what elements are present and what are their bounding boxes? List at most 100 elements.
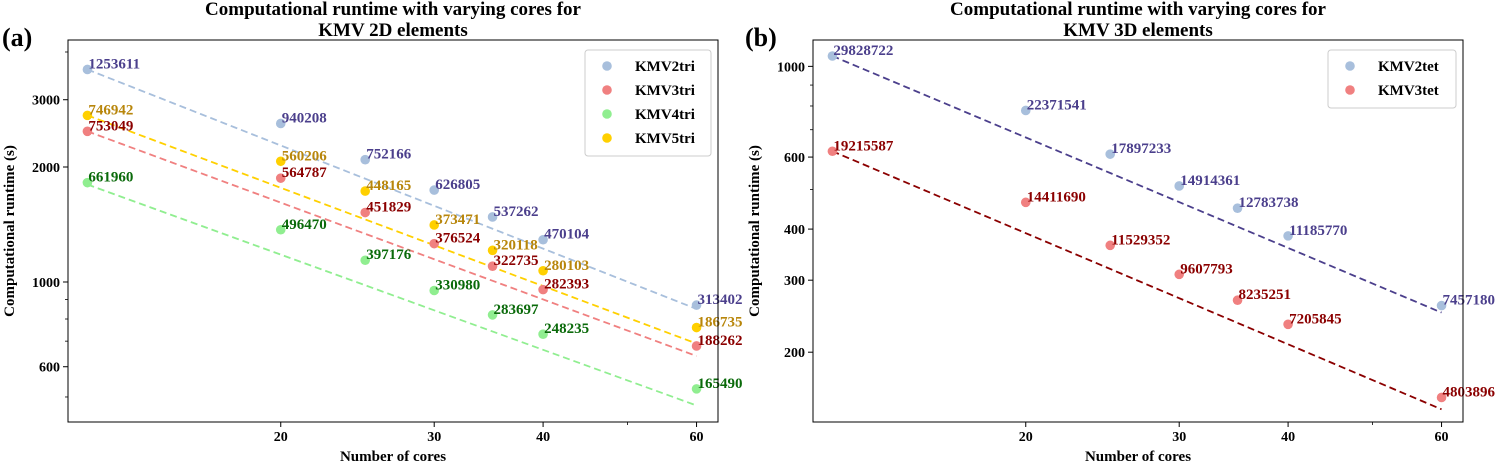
x-tick-label: 40 [1281, 430, 1295, 445]
panel-label: (b) [745, 23, 777, 52]
data-label: 537262 [494, 204, 539, 220]
data-label: 11185770 [1289, 223, 1347, 239]
data-label: 19215587 [833, 138, 894, 154]
data-point [82, 110, 93, 121]
data-label: 7205845 [1289, 311, 1342, 327]
data-point [360, 154, 371, 165]
data-label: 376524 [435, 231, 481, 247]
data-point [538, 329, 548, 339]
y-tick-label: 300 [784, 274, 805, 289]
legend: KMV2tri KMV3tri KMV4tri KMV5tri [584, 49, 712, 157]
legend-box [584, 49, 712, 157]
data-label: 188262 [698, 333, 743, 349]
legend-marker [602, 85, 612, 95]
data-label: 330980 [435, 277, 480, 293]
data-point [691, 300, 702, 310]
legend-box [1327, 49, 1457, 109]
data-label: 29828722 [833, 43, 893, 59]
data-label: 940208 [282, 110, 327, 126]
y-tick-label: 1000 [777, 60, 805, 75]
x-axis-label: Number of cores [1085, 449, 1191, 465]
x-tick-label: 40 [536, 430, 550, 445]
data-point [487, 245, 498, 256]
data-label: 451829 [366, 200, 411, 216]
fit-line-KMV2tri [87, 68, 697, 310]
data-point [1105, 149, 1116, 159]
chart-title: Computational runtime with varying cores… [205, 0, 581, 20]
fit-line-KMV3tri [87, 130, 697, 357]
x-tick-label: 30 [427, 430, 441, 445]
y-axis-label: Computational runtime (s) [2, 145, 18, 317]
data-point [1232, 295, 1243, 306]
data-point [82, 177, 93, 188]
data-label: 282393 [544, 277, 589, 293]
legend-marker [602, 61, 612, 71]
data-point [1436, 300, 1447, 311]
data-point [275, 156, 286, 167]
data-point [1232, 203, 1243, 213]
legend: KMV2tet KMV3tet [1327, 49, 1457, 109]
data-label: 17897233 [1111, 141, 1171, 157]
data-label: 280103 [544, 258, 589, 274]
y-tick-label: 200 [784, 346, 805, 361]
data-point [691, 322, 702, 333]
legend-marker [602, 109, 612, 119]
data-point [82, 126, 93, 137]
data-label: 186735 [698, 315, 743, 331]
legend-entry: KMV4tri [635, 107, 695, 123]
data-label: 320118 [494, 237, 538, 253]
data-point [487, 310, 498, 320]
x-axis-label: Number of cores [340, 449, 446, 465]
chart-title: Computational runtime with varying cores… [950, 0, 1326, 20]
chart-panel-1: Computational runtime with varying cores… [2, 0, 743, 465]
data-label: 248235 [544, 321, 589, 337]
data-point [691, 384, 702, 394]
data-point [275, 118, 286, 129]
panel-label: (a) [2, 23, 32, 52]
data-point [275, 173, 286, 183]
data-point [275, 224, 286, 235]
legend-entry: KMV5tri [635, 131, 695, 147]
data-label: 1253611 [88, 56, 140, 72]
data-point [691, 341, 702, 351]
chart-panel-2: Computational runtime with varying cores… [745, 0, 1496, 465]
x-tick-label: 20 [274, 430, 288, 445]
data-label: 470104 [544, 227, 590, 243]
data-point [1174, 181, 1185, 191]
data-point [1105, 240, 1116, 251]
chart-subtitle: KMV 2D elements [318, 20, 468, 41]
data-label: 313402 [698, 292, 743, 308]
data-label: 746942 [88, 102, 133, 118]
y-tick-label: 3000 [32, 94, 60, 109]
x-tick-label: 60 [690, 430, 704, 445]
legend-marker [1345, 61, 1355, 71]
fit-line-KMV3tet [832, 150, 1442, 411]
data-label: 397176 [366, 247, 412, 263]
data-label: 626805 [435, 177, 480, 193]
data-label: 283697 [494, 302, 540, 318]
data-label: 661960 [88, 170, 133, 186]
legend-marker [1345, 85, 1355, 95]
data-point [429, 285, 440, 296]
x-tick-label: 20 [1019, 430, 1033, 445]
y-tick-label: 1000 [32, 276, 60, 291]
x-tick-label: 60 [1435, 430, 1449, 445]
data-point [827, 146, 838, 157]
fit-line-KMV4tri [87, 183, 697, 407]
data-point [1174, 269, 1185, 280]
data-label: 448165 [366, 178, 411, 194]
legend-entry: KMV3tet [1378, 83, 1439, 99]
data-label: 753049 [88, 118, 133, 134]
data-point [82, 64, 93, 75]
y-tick-label: 600 [784, 151, 805, 166]
data-label: 373471 [435, 212, 480, 228]
x-tick-label: 30 [1172, 430, 1186, 445]
legend-entry: KMV2tet [1378, 59, 1439, 75]
y-axis-label: Computational runtime (s) [747, 145, 763, 317]
data-point [487, 212, 498, 222]
legend-marker [602, 133, 612, 143]
data-label: 11529352 [1111, 232, 1170, 248]
data-point [538, 234, 548, 245]
legend-entry: KMV3tri [635, 83, 695, 99]
